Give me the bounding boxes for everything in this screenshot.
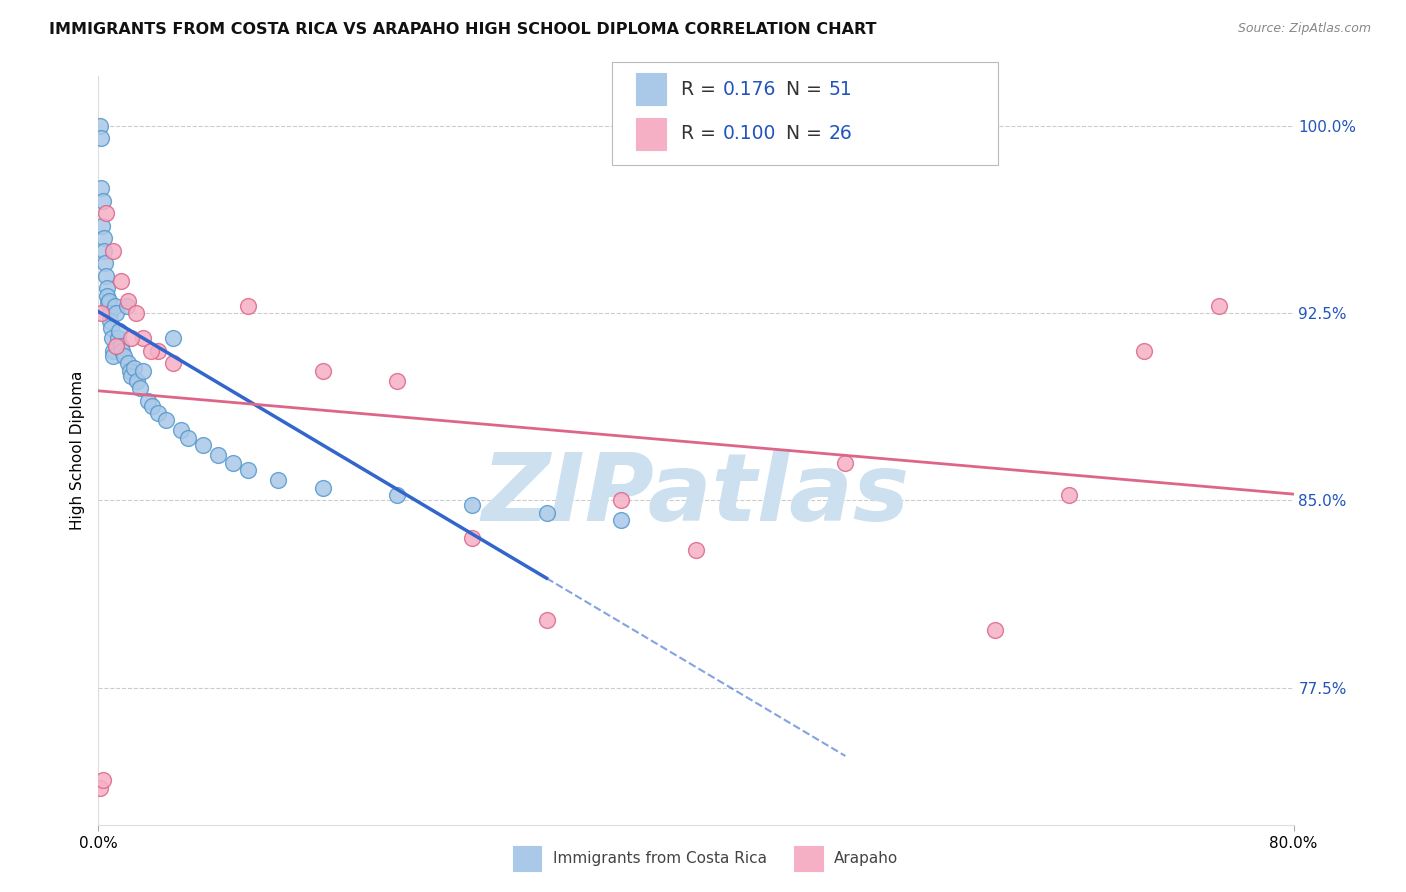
Point [105, 306, 128, 320]
Point [115, 299, 138, 313]
Point [97, 293, 120, 308]
Point [148, 406, 170, 420]
Point [311, 481, 333, 495]
Point [107, 331, 129, 345]
Point [120, 368, 142, 383]
Point [834, 456, 856, 470]
Point [91, 219, 114, 233]
Text: R =: R = [681, 79, 721, 99]
Point [94, 268, 117, 283]
Point [108, 324, 131, 338]
Point [90, 131, 112, 145]
Point [132, 331, 155, 345]
Point [385, 488, 409, 502]
Point [89, 780, 111, 795]
Point [610, 513, 633, 527]
Point [98, 313, 122, 327]
Point [103, 244, 125, 258]
Text: Source: ZipAtlas.com: Source: ZipAtlas.com [1237, 22, 1371, 36]
Point [127, 374, 149, 388]
Text: IMMIGRANTS FROM COSTA RICA VS ARAPAHO HIGH SCHOOL DIPLOMA CORRELATION CHART: IMMIGRANTS FROM COSTA RICA VS ARAPAHO HI… [49, 22, 877, 37]
Point [136, 393, 159, 408]
Point [103, 349, 125, 363]
Point [101, 343, 124, 358]
Y-axis label: High School Diploma: High School Diploma [69, 371, 84, 530]
Point [536, 506, 558, 520]
Point [311, 363, 333, 377]
Point [101, 331, 124, 345]
Point [111, 343, 134, 358]
Point [117, 293, 139, 308]
Text: Immigrants from Costa Rica: Immigrants from Costa Rica [553, 851, 766, 865]
Point [124, 361, 146, 376]
Point [90, 306, 112, 320]
Point [385, 374, 409, 388]
Text: Arapaho: Arapaho [834, 851, 898, 865]
Point [96, 281, 118, 295]
Point [169, 424, 191, 438]
Point [191, 438, 214, 452]
Point [120, 331, 142, 345]
Text: 26: 26 [828, 124, 852, 144]
Point [93, 231, 115, 245]
Point [117, 356, 139, 370]
Point [96, 288, 118, 302]
Point [148, 343, 170, 358]
Point [536, 613, 558, 627]
Text: R =: R = [681, 124, 721, 144]
Point [236, 463, 259, 477]
Point [1133, 343, 1156, 358]
Point [685, 543, 707, 558]
Point [125, 306, 148, 320]
Point [1208, 299, 1230, 313]
Point [105, 338, 128, 352]
Point [98, 306, 121, 320]
Text: 0.176: 0.176 [723, 79, 776, 99]
Point [461, 531, 484, 545]
Point [207, 449, 229, 463]
Point [97, 296, 120, 310]
Text: N =: N = [786, 124, 828, 144]
Point [100, 321, 122, 335]
Point [104, 299, 127, 313]
Text: 0.100: 0.100 [723, 124, 776, 144]
Point [461, 499, 484, 513]
Text: N =: N = [786, 79, 828, 99]
Point [610, 493, 633, 508]
Point [91, 773, 114, 788]
Point [129, 381, 152, 395]
Point [162, 331, 184, 345]
Point [118, 363, 141, 377]
Point [155, 413, 177, 427]
Point [89, 119, 111, 133]
Point [94, 206, 117, 220]
Point [177, 431, 200, 445]
Point [141, 399, 163, 413]
Point [110, 338, 132, 352]
Point [222, 456, 245, 470]
Point [93, 244, 115, 258]
Point [162, 356, 184, 370]
Text: ZIPatlas: ZIPatlas [482, 450, 910, 541]
Point [112, 349, 135, 363]
Text: 51: 51 [828, 79, 852, 99]
Point [267, 474, 290, 488]
Point [132, 363, 155, 377]
Point [94, 256, 117, 270]
Point [139, 343, 162, 358]
Point [90, 181, 112, 195]
Point [984, 624, 1007, 638]
Point [236, 299, 259, 313]
Point [110, 274, 132, 288]
Point [91, 194, 114, 208]
Point [1059, 488, 1081, 502]
